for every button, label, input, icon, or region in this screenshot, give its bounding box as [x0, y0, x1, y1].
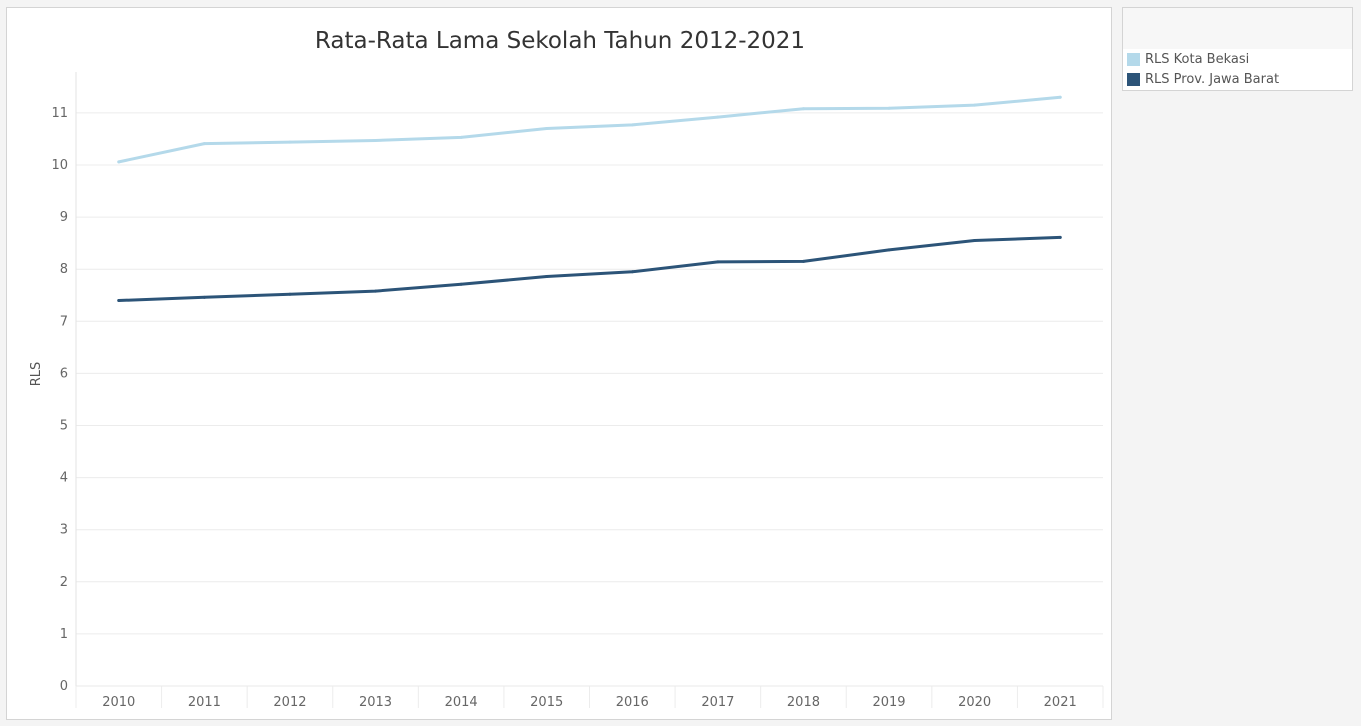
axes — [75, 72, 1103, 687]
y-tick-label-5: 5 — [60, 419, 68, 434]
x-tick-label-2016: 2016 — [616, 695, 649, 710]
data-point-0-2013[interactable] — [374, 139, 378, 143]
data-point-0-2017[interactable] — [716, 115, 720, 119]
data-point-0-2010[interactable] — [117, 160, 121, 164]
legend-item-jawa-barat[interactable]: RLS Prov. Jawa Barat — [1123, 70, 1352, 90]
legend-item-kota-bekasi[interactable]: RLS Kota Bekasi — [1123, 50, 1352, 70]
data-point-0-2021[interactable] — [1058, 95, 1062, 99]
series-line-0[interactable] — [117, 95, 1062, 164]
y-tick-label-3: 3 — [60, 523, 68, 538]
data-point-0-2018[interactable] — [801, 107, 805, 111]
data-point-1-2019[interactable] — [887, 248, 891, 252]
y-tick-label-0: 0 — [60, 679, 68, 694]
data-point-0-2015[interactable] — [545, 127, 549, 131]
y-tick-label-7: 7 — [60, 314, 68, 329]
y-tick-label-6: 6 — [60, 366, 68, 381]
x-tick-label-2020: 2020 — [958, 695, 991, 710]
legend-swatch-kota-bekasi — [1127, 53, 1140, 66]
legend: RLS Kota Bekasi RLS Prov. Jawa Barat — [1122, 7, 1353, 91]
data-point-1-2020[interactable] — [973, 239, 977, 243]
x-tick-label-2013: 2013 — [359, 695, 392, 710]
y-tick-label-4: 4 — [60, 471, 68, 486]
legend-header — [1123, 8, 1352, 50]
data-point-0-2020[interactable] — [973, 103, 977, 107]
data-point-1-2010[interactable] — [117, 298, 121, 302]
x-tick-label-2011: 2011 — [188, 695, 221, 710]
line-chart: Rata-Rata Lama Sekolah Tahun 2012-2021 0… — [29, 28, 1104, 710]
data-point-0-2019[interactable] — [887, 106, 891, 110]
y-tick-label-9: 9 — [60, 210, 68, 225]
x-tick-label-2018: 2018 — [787, 695, 820, 710]
series-line-1[interactable] — [117, 235, 1062, 302]
y-axis-ticks: 0 1 2 3 4 5 6 7 8 9 10 11 — [51, 106, 68, 694]
legend-label-jawa-barat: RLS Prov. Jawa Barat — [1145, 72, 1280, 87]
y-tick-label-2: 2 — [60, 575, 68, 590]
x-tick-label-2019: 2019 — [872, 695, 905, 710]
x-axis-ticks: 2010 2011 2012 2013 2014 2015 2016 2017 2018 2019… — [75, 686, 1104, 710]
data-point-1-2017[interactable] — [716, 260, 720, 264]
legend-label-kota-bekasi: RLS Kota Bekasi — [1145, 52, 1250, 67]
y-tick-label-10: 10 — [51, 158, 68, 173]
data-point-0-2016[interactable] — [630, 123, 634, 127]
data-point-1-2014[interactable] — [459, 282, 463, 286]
y-axis-title: RLS — [29, 362, 44, 387]
series-lines — [117, 95, 1062, 302]
data-point-0-2012[interactable] — [288, 140, 292, 144]
x-tick-label-2021: 2021 — [1044, 695, 1077, 710]
data-point-0-2014[interactable] — [459, 135, 463, 139]
data-point-0-2011[interactable] — [202, 142, 206, 146]
data-point-1-2011[interactable] — [202, 295, 206, 299]
data-point-1-2012[interactable] — [288, 292, 292, 296]
x-tick-label-2014: 2014 — [445, 695, 478, 710]
data-point-1-2015[interactable] — [545, 274, 549, 278]
y-tick-label-8: 8 — [60, 262, 68, 277]
chart-title: Rata-Rata Lama Sekolah Tahun 2012-2021 — [315, 28, 805, 54]
x-tick-label-2015: 2015 — [530, 695, 563, 710]
y-tick-label-11: 11 — [51, 106, 68, 121]
grid-lines — [76, 112, 1103, 635]
chart-panel: Rata-Rata Lama Sekolah Tahun 2012-2021 0… — [6, 7, 1112, 720]
legend-swatch-jawa-barat — [1127, 73, 1140, 86]
data-point-1-2013[interactable] — [374, 289, 378, 293]
x-tick-label-2012: 2012 — [273, 695, 306, 710]
y-tick-label-1: 1 — [60, 627, 68, 642]
x-tick-label-2010: 2010 — [102, 695, 135, 710]
data-point-1-2016[interactable] — [630, 270, 634, 274]
x-tick-label-2017: 2017 — [701, 695, 734, 710]
data-point-1-2021[interactable] — [1058, 235, 1062, 239]
data-point-1-2018[interactable] — [801, 259, 805, 263]
